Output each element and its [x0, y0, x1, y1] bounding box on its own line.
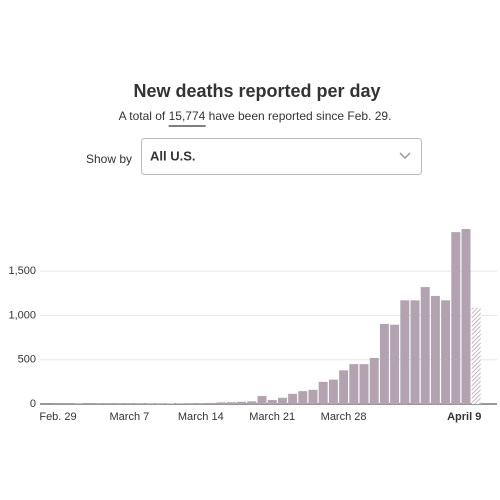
x-tick-label: March 14	[178, 411, 224, 423]
bar	[267, 400, 277, 404]
x-tick-label: Feb. 29	[39, 411, 76, 423]
bar	[206, 402, 216, 404]
bar	[390, 324, 400, 404]
bar	[186, 403, 196, 404]
selector-label: Show by	[86, 152, 132, 166]
subtitle-text: have been reported since Feb. 29.	[205, 109, 391, 123]
subtitle: A total of 15,774 have been reported sin…	[119, 109, 392, 123]
bar	[318, 381, 328, 404]
subtitle-total: 15,774	[169, 109, 206, 123]
x-tick-label: March 7	[110, 411, 150, 423]
chart-title: New deaths reported per day	[133, 81, 380, 101]
bar	[471, 307, 481, 404]
dropdown[interactable]: All U.S.	[141, 138, 422, 175]
bar	[400, 300, 410, 404]
bar	[349, 364, 359, 404]
bar	[339, 370, 349, 404]
dropdown-value[interactable]: All U.S.	[150, 148, 196, 163]
x-tick-label: March 28	[321, 411, 367, 423]
bar	[308, 389, 318, 404]
bar	[379, 323, 389, 404]
bar	[175, 403, 185, 404]
y-tick-label: 0	[30, 398, 36, 410]
bar	[359, 364, 369, 404]
bar	[441, 300, 451, 404]
bar	[328, 379, 338, 404]
dropdown-box[interactable]	[141, 138, 422, 175]
bar	[237, 401, 247, 404]
bar	[277, 397, 287, 404]
bar	[420, 287, 430, 404]
subtitle-text: A total of	[119, 109, 169, 123]
bar	[298, 391, 308, 404]
x-tick-label: April 9	[447, 411, 481, 423]
bar	[257, 396, 267, 404]
bar	[451, 232, 461, 404]
bar	[369, 357, 379, 404]
bar	[288, 393, 298, 404]
plot: 0 500 1,000 1,500 Feb. 29 March 7 March 14 Marc…	[8, 229, 497, 423]
bar	[410, 300, 420, 404]
bar	[461, 229, 471, 404]
bar	[430, 295, 440, 404]
bar	[216, 402, 226, 404]
chevron[interactable]	[399, 152, 411, 160]
y-tick-label: 500	[18, 354, 36, 366]
bar	[196, 403, 206, 404]
bar	[247, 401, 257, 404]
bar	[165, 403, 175, 404]
bar	[226, 402, 236, 404]
y-tick-label: 1,500	[8, 265, 36, 277]
x-tick-label: March 21	[249, 411, 295, 423]
y-tick-label: 1,000	[8, 309, 36, 321]
